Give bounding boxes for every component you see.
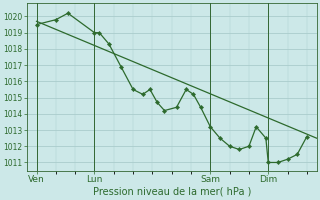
X-axis label: Pression niveau de la mer( hPa ): Pression niveau de la mer( hPa ) bbox=[92, 187, 251, 197]
